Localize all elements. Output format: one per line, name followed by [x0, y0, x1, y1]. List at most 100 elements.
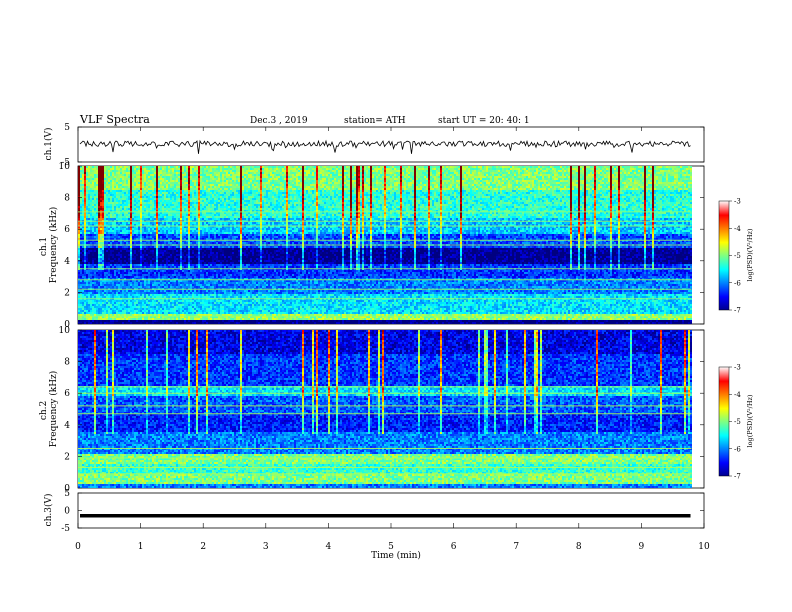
spectrogram-cell — [152, 270, 154, 272]
spectrogram-cell — [104, 256, 106, 258]
spectrogram-cell — [84, 276, 86, 278]
spectrogram-cell — [92, 286, 94, 288]
spectrogram-cell — [160, 240, 162, 242]
spectrogram-cell — [166, 166, 168, 168]
spectrogram-cell — [182, 178, 184, 180]
spectrogram-cell — [128, 292, 130, 294]
spectrogram-cell — [194, 284, 196, 286]
spectrogram-cell — [134, 294, 136, 296]
spectrogram-cell — [180, 286, 182, 288]
spectrogram-cell — [106, 308, 108, 310]
spectrogram-cell — [122, 238, 124, 240]
spectrogram-cell — [182, 272, 184, 274]
spectrogram-cell — [138, 202, 140, 204]
spectrogram-cell — [96, 222, 98, 224]
spectrogram-cell — [126, 170, 128, 172]
spectrogram-cell — [142, 214, 144, 216]
spectrogram-cell — [140, 278, 142, 280]
spectrogram-cell — [188, 202, 190, 204]
spectrogram-cell — [190, 210, 192, 212]
spectrogram-cell — [104, 308, 106, 310]
spectrogram-cell — [160, 274, 162, 276]
spectrogram-cell — [190, 170, 192, 172]
spectrogram-cell — [144, 200, 146, 202]
spectrogram-cell — [162, 270, 164, 272]
spectrogram-cell — [92, 296, 94, 298]
spectrogram-cell — [158, 218, 160, 220]
spectrogram-cell — [86, 252, 88, 254]
spectrogram-cell — [140, 272, 142, 274]
spectrogram-cell — [138, 204, 140, 206]
spectrogram-cell — [180, 178, 182, 180]
spectrogram-cell — [104, 194, 106, 196]
spectrogram-cell — [84, 242, 86, 244]
spectrogram-cell — [136, 210, 138, 212]
spectrogram-cell — [172, 242, 174, 244]
spectrogram-cell — [162, 276, 164, 278]
spectrogram-cell — [170, 176, 172, 178]
spectrogram-cell — [186, 214, 188, 216]
spectrogram-cell — [80, 280, 82, 282]
spectrogram-cell — [176, 286, 178, 288]
spectrogram-cell — [104, 182, 106, 184]
spectrogram-cell — [102, 226, 104, 228]
spectrogram-cell — [162, 184, 164, 186]
spectrogram-cell — [130, 210, 132, 212]
spectrogram-cell — [86, 294, 88, 296]
spectrogram-cell — [104, 304, 106, 306]
spectrogram-cell — [110, 230, 112, 232]
spectrogram-cell — [126, 272, 128, 274]
spectrogram-cell — [178, 198, 180, 200]
spectrogram-cell — [98, 264, 100, 266]
spectrogram-cell — [148, 178, 150, 180]
spectrogram-cell — [80, 294, 82, 296]
spectrogram-cell — [100, 190, 102, 192]
spectrogram-cell — [132, 306, 134, 308]
spectrogram-cell — [154, 316, 156, 318]
spectrogram-cell — [116, 316, 118, 318]
spectrogram-cell — [172, 276, 174, 278]
spectrogram-cell — [138, 292, 140, 294]
spectrogram-cell — [168, 310, 170, 312]
spectrogram-cell — [190, 264, 192, 266]
spectrogram-cell — [126, 278, 128, 280]
spectrogram-cell — [110, 172, 112, 174]
spectrogram-cell — [136, 184, 138, 186]
spectrogram-cell — [196, 296, 198, 298]
spectrogram-cell — [136, 274, 138, 276]
spectrogram-cell — [134, 300, 136, 302]
spectrogram-cell — [198, 178, 200, 180]
spectrogram-cell — [136, 272, 138, 274]
spectrogram-cell — [124, 274, 126, 276]
spectrogram-cell — [130, 312, 132, 314]
spectrogram-cell — [82, 306, 84, 308]
spectrogram-cell — [162, 238, 164, 240]
spectrogram-cell — [80, 168, 82, 170]
spectrogram-cell — [112, 214, 114, 216]
spectrogram-cell — [92, 284, 94, 286]
spectrogram-cell — [104, 232, 106, 234]
spectrogram-cell — [184, 210, 186, 212]
spectrogram-cell — [170, 228, 172, 230]
spectrogram-cell — [86, 200, 88, 202]
spectrogram-cell — [138, 196, 140, 198]
spectrogram-cell — [106, 188, 108, 190]
spectrogram-cell — [168, 270, 170, 272]
spectrogram-cell — [194, 178, 196, 180]
spectrogram-cell — [196, 314, 198, 316]
spectrogram-cell — [142, 314, 144, 316]
spectrogram-cell — [166, 270, 168, 272]
spectrogram-cell — [196, 312, 198, 314]
spectrogram-cell — [86, 170, 88, 172]
spectrogram-cell — [170, 304, 172, 306]
spectrogram-cell — [128, 180, 130, 182]
spectrogram-cell — [150, 282, 152, 284]
spectrogram-cell — [176, 278, 178, 280]
spectrogram-cell — [134, 240, 136, 242]
spectrogram-cell — [174, 250, 176, 252]
spectrogram-cell — [170, 320, 172, 322]
spectrogram-cell — [82, 234, 84, 236]
spectrogram-cell — [112, 316, 114, 318]
spectrogram-cell — [178, 188, 180, 190]
spectrogram-cell — [138, 296, 140, 298]
